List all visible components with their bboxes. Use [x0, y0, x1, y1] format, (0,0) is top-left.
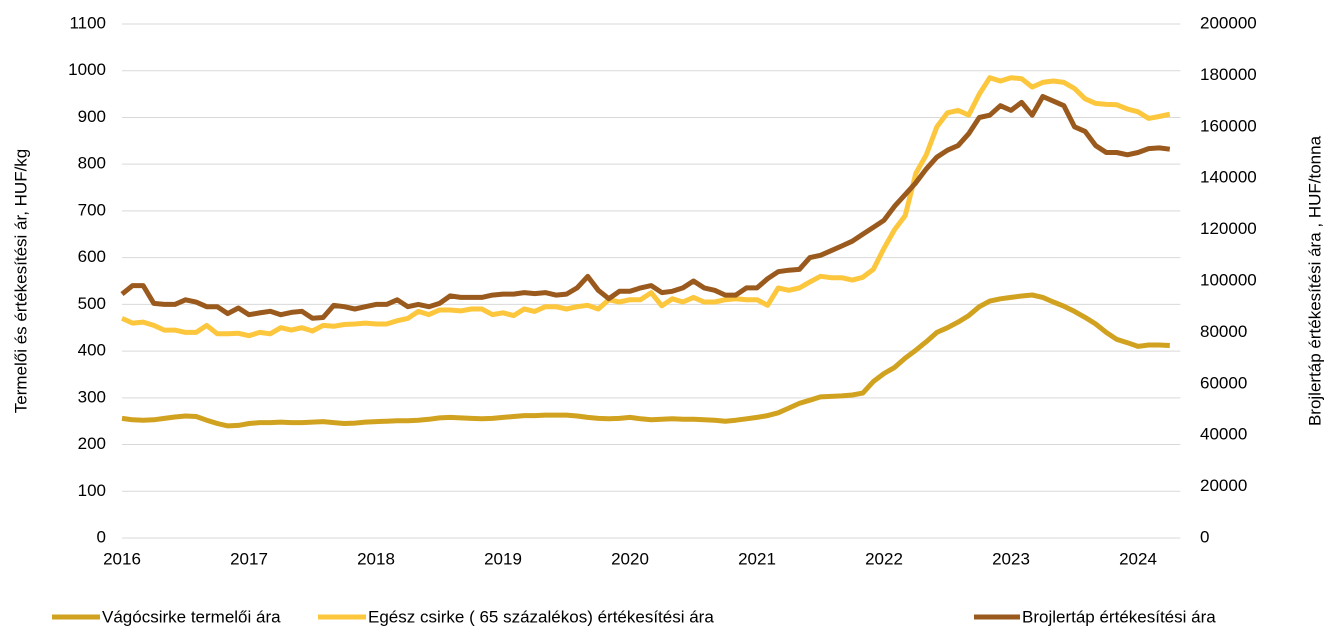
y-tick-label: 500: [78, 294, 106, 313]
series-line: [121, 292, 1170, 429]
y-tick-label: 0: [97, 527, 106, 546]
y2-tick-label: 20000: [1200, 476, 1247, 495]
y-tick-label: 1100: [69, 13, 106, 32]
x-tick-label: 2017: [230, 549, 268, 568]
y-tick-label: 800: [78, 154, 106, 173]
legend-label: Egész csirke ( 65 százalékos) értékesíté…: [368, 607, 714, 626]
y2-tick-label: 80000: [1200, 322, 1247, 341]
x-tick-label: 2022: [865, 549, 903, 568]
y-tick-label: 300: [78, 387, 106, 406]
legend-label: Vágócsirke termelői ára: [102, 607, 281, 626]
y-tick-label: 400: [78, 341, 106, 360]
y2-tick-label: 200000: [1200, 13, 1257, 32]
y-tick-label: 1000: [68, 60, 106, 79]
x-tick-label: 2020: [611, 549, 649, 568]
y2-tick-label: 160000: [1200, 116, 1257, 135]
legend: Vágócsirke termelői ára Egész csirke ( 6…: [52, 607, 1216, 626]
y2-tick-label: 40000: [1200, 425, 1247, 444]
series-line: [120, 75, 1171, 339]
y-tick-label: 600: [78, 247, 106, 266]
x-tick-label: 2018: [357, 549, 395, 568]
y-axis-label: Termelői és értékesítési ár, HUF/kg: [11, 149, 30, 414]
y-tick-label: 700: [78, 200, 106, 219]
series-line: [120, 94, 1171, 321]
x-tick-label: 2016: [103, 549, 141, 568]
y2-tick-label: 100000: [1200, 270, 1257, 289]
y2-tick-label: 120000: [1200, 219, 1257, 238]
y-tick-label: 100: [78, 481, 106, 500]
x-tick-label: 2021: [738, 549, 776, 568]
y-tick-label: 200: [78, 434, 106, 453]
x-tick-label: 2023: [992, 549, 1030, 568]
y-tick-label: 900: [78, 107, 106, 126]
y2-axis-label: Brojlertáp értékesítési ára , HUF/tonna: [1305, 135, 1324, 426]
x-tick-label: 2024: [1119, 549, 1157, 568]
legend-label: Brojlertáp értékesítési ára: [1022, 607, 1216, 626]
y2-tick-label: 180000: [1200, 65, 1257, 84]
x-tick-label: 2019: [484, 549, 522, 568]
y2-tick-label: 0: [1200, 527, 1209, 546]
y2-tick-label: 140000: [1200, 168, 1257, 187]
y2-tick-label: 60000: [1200, 373, 1247, 392]
